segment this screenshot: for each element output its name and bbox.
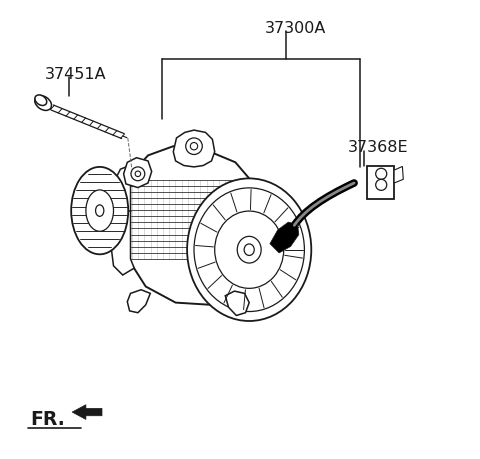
Ellipse shape [215,212,284,289]
Polygon shape [394,167,403,184]
FancyBboxPatch shape [367,166,394,199]
Ellipse shape [186,139,202,155]
Ellipse shape [35,96,51,111]
Polygon shape [225,291,249,316]
Polygon shape [270,223,299,253]
Polygon shape [124,158,152,188]
Ellipse shape [187,179,312,321]
Ellipse shape [194,189,304,312]
Ellipse shape [71,168,128,255]
Ellipse shape [86,190,113,232]
Circle shape [376,169,387,180]
Circle shape [376,180,387,191]
Ellipse shape [135,172,141,177]
Ellipse shape [237,237,261,263]
Polygon shape [111,165,134,275]
Text: FR.: FR. [31,409,65,428]
Polygon shape [72,405,102,420]
Polygon shape [173,131,215,168]
Text: 37300A: 37300A [265,21,327,36]
Text: 37368E: 37368E [348,140,409,154]
Ellipse shape [96,205,104,217]
Polygon shape [127,290,150,313]
Ellipse shape [190,143,198,151]
Ellipse shape [131,168,145,181]
Ellipse shape [35,96,47,106]
Text: 37451A: 37451A [45,67,106,82]
Ellipse shape [244,244,254,256]
